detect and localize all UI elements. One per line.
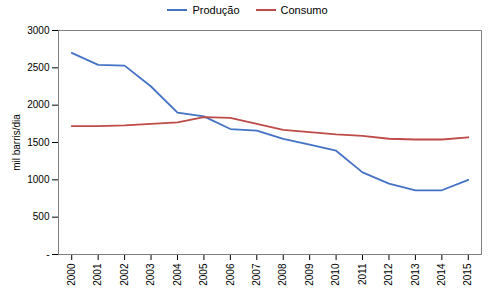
- html-text:Consumo: Consumo: [280, 4, 328, 16]
- svg-text:2500: 2500: [27, 62, 50, 73]
- svg-text:mil barris/dia: mil barris/dia: [11, 114, 22, 171]
- svg-text:2013: 2013: [410, 263, 421, 286]
- svg-text:2000: 2000: [66, 263, 77, 286]
- svg-text:2005: 2005: [198, 263, 209, 286]
- svg-text:2014: 2014: [436, 263, 447, 286]
- svg-text:1000: 1000: [27, 174, 50, 185]
- svg-text:2000: 2000: [27, 99, 50, 110]
- svg-text:-: -: [46, 249, 49, 260]
- svg-text:2004: 2004: [172, 263, 183, 286]
- svg-text:500: 500: [33, 211, 50, 222]
- html-text:Produção: Produção: [192, 4, 240, 16]
- svg-text:1500: 1500: [27, 137, 50, 148]
- svg-text:2010: 2010: [330, 263, 341, 286]
- svg-text:2012: 2012: [383, 263, 394, 286]
- svg-text:2003: 2003: [145, 263, 156, 286]
- svg-text:2007: 2007: [251, 263, 262, 286]
- svg-text:2006: 2006: [225, 263, 236, 286]
- svg-text:2008: 2008: [277, 263, 288, 286]
- svg-text:2015: 2015: [462, 263, 473, 286]
- svg-text:3000: 3000: [27, 25, 50, 36]
- svg-text:2001: 2001: [92, 263, 103, 286]
- svg-text:2002: 2002: [119, 263, 130, 286]
- svg-text:2009: 2009: [304, 263, 315, 286]
- svg-text:2011: 2011: [357, 263, 368, 285]
